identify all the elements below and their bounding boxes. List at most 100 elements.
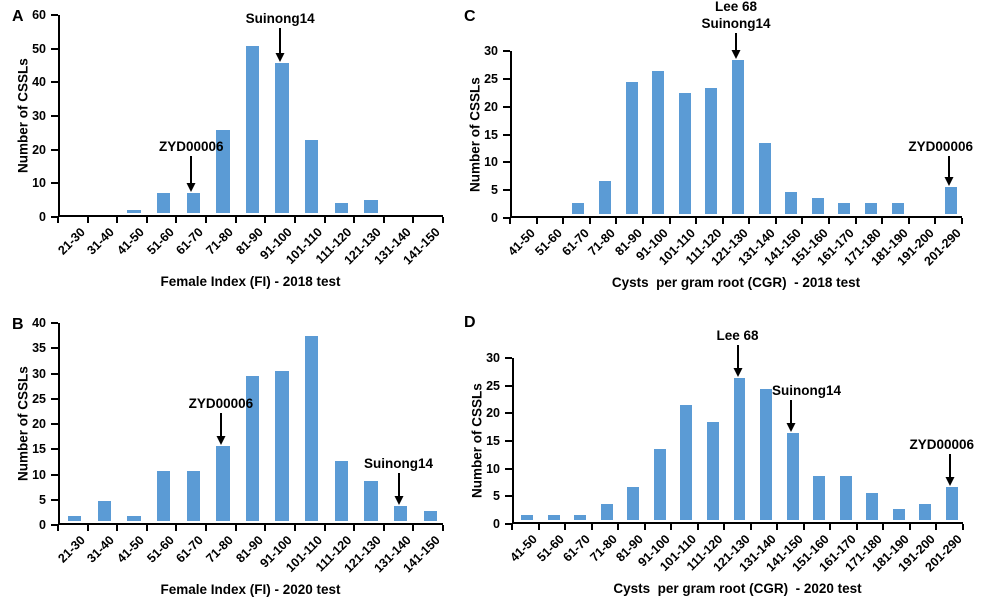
x-tick-mark	[264, 217, 267, 223]
annotation-line: ZYD00006	[188, 396, 254, 411]
bar	[944, 186, 957, 214]
x-tick-mark	[721, 218, 724, 224]
bar	[574, 514, 587, 520]
bar	[627, 487, 640, 520]
y-tick-mark	[505, 467, 512, 470]
y-axis-title: Number of CSSLs	[467, 77, 483, 192]
annotation-line: Suinong14	[772, 382, 842, 398]
x-tick-mark	[643, 524, 646, 530]
y-tick-label: 30	[486, 351, 500, 365]
x-tick-mark	[590, 524, 593, 530]
x-tick-label: 41-50	[507, 532, 541, 565]
x-tick-mark	[855, 524, 858, 530]
annotation-line: ZYD00006	[158, 139, 224, 154]
x-tick-label: 111-120	[682, 226, 725, 268]
y-tick-label: 10	[484, 155, 498, 170]
x-tick-mark	[509, 218, 511, 224]
x-tick-label: 161-170	[816, 532, 859, 575]
y-tick-label: 15	[484, 127, 498, 142]
x-tick-mark	[668, 218, 671, 224]
bar	[334, 461, 348, 521]
x-tick-mark	[564, 524, 567, 530]
y-tick-mark	[51, 81, 58, 84]
bar	[305, 336, 319, 521]
y-tick-label: 15	[486, 434, 500, 448]
x-tick-mark	[86, 525, 89, 531]
arrow-down-glyph	[733, 344, 742, 377]
x-tick-mark	[145, 525, 148, 531]
bar	[892, 509, 905, 520]
y-tick-label: 20	[486, 406, 500, 421]
x-tick-label: 61-70	[558, 226, 592, 259]
x-tick-label: 81-90	[612, 226, 645, 259]
arrow-down-glyph	[945, 454, 955, 487]
y-tick-mark	[51, 524, 58, 526]
plot-area	[510, 51, 962, 218]
bar	[652, 71, 665, 214]
y-tick-label: 30	[32, 366, 46, 381]
x-tick-label: 41-50	[114, 533, 147, 566]
arrow-down-icon	[731, 344, 745, 377]
x-tick-label: 101-110	[282, 533, 325, 575]
plot-area	[512, 358, 963, 524]
y-tick-mark	[503, 133, 510, 136]
bar	[216, 446, 230, 521]
y-tick-mark	[51, 397, 58, 400]
y-tick-label: 25	[484, 71, 498, 86]
x-tick-label: 101-110	[657, 532, 700, 574]
y-tick-label: 0	[39, 210, 46, 224]
panel-letter: A	[12, 8, 24, 25]
x-tick-mark	[854, 218, 857, 224]
annotation-line: Lee 68	[714, 0, 758, 14]
y-tick-label: 35	[32, 341, 46, 356]
bar	[891, 203, 904, 214]
bar	[919, 503, 932, 520]
bar	[680, 405, 693, 520]
bar	[97, 501, 112, 521]
x-tick-mark	[670, 524, 673, 530]
annotation-label: ZYD00006	[151, 395, 291, 412]
y-tick-mark	[51, 347, 58, 350]
x-tick-mark	[961, 218, 963, 224]
y-tick-mark	[51, 182, 58, 185]
x-tick-mark	[412, 217, 415, 223]
x-tick-label: 51-60	[532, 226, 565, 259]
annotation-label: Suinong14	[737, 382, 877, 399]
arrow-down-glyph	[275, 28, 285, 62]
panel-letter: B	[12, 316, 24, 333]
x-tick-mark	[907, 218, 910, 224]
y-tick-label: 15	[32, 442, 46, 457]
bar	[423, 511, 437, 521]
bar	[866, 492, 879, 520]
arrow-down-glyph	[944, 155, 954, 186]
annotation-label: ZYD00006	[121, 138, 261, 155]
arrow-down-icon	[184, 156, 198, 192]
arrow-down-glyph	[786, 399, 796, 432]
x-tick-mark	[908, 524, 911, 530]
x-tick-label: 71-80	[203, 533, 236, 566]
x-tick-mark	[323, 217, 326, 223]
x-tick-mark	[175, 217, 178, 223]
x-tick-label: 101-110	[655, 226, 698, 268]
x-tick-mark	[562, 218, 565, 224]
arrow-down-glyph	[394, 473, 404, 505]
arrow-down-icon	[943, 454, 957, 487]
x-tick-mark	[748, 218, 751, 224]
bar	[547, 514, 560, 520]
bar	[758, 142, 771, 214]
bar	[733, 377, 746, 520]
x-tick-mark	[353, 525, 356, 531]
bar	[186, 471, 200, 521]
x-tick-label: 151-160	[788, 226, 831, 269]
y-tick-label: 20	[32, 417, 46, 431]
x-tick-mark	[412, 525, 415, 531]
y-tick-label: 10	[32, 176, 46, 191]
x-tick-mark	[323, 525, 326, 531]
x-tick-mark	[116, 525, 119, 531]
y-tick-label: 5	[39, 492, 46, 507]
x-tick-label: 161-170	[814, 226, 858, 269]
y-tick-mark	[505, 523, 512, 525]
bar	[760, 388, 772, 520]
